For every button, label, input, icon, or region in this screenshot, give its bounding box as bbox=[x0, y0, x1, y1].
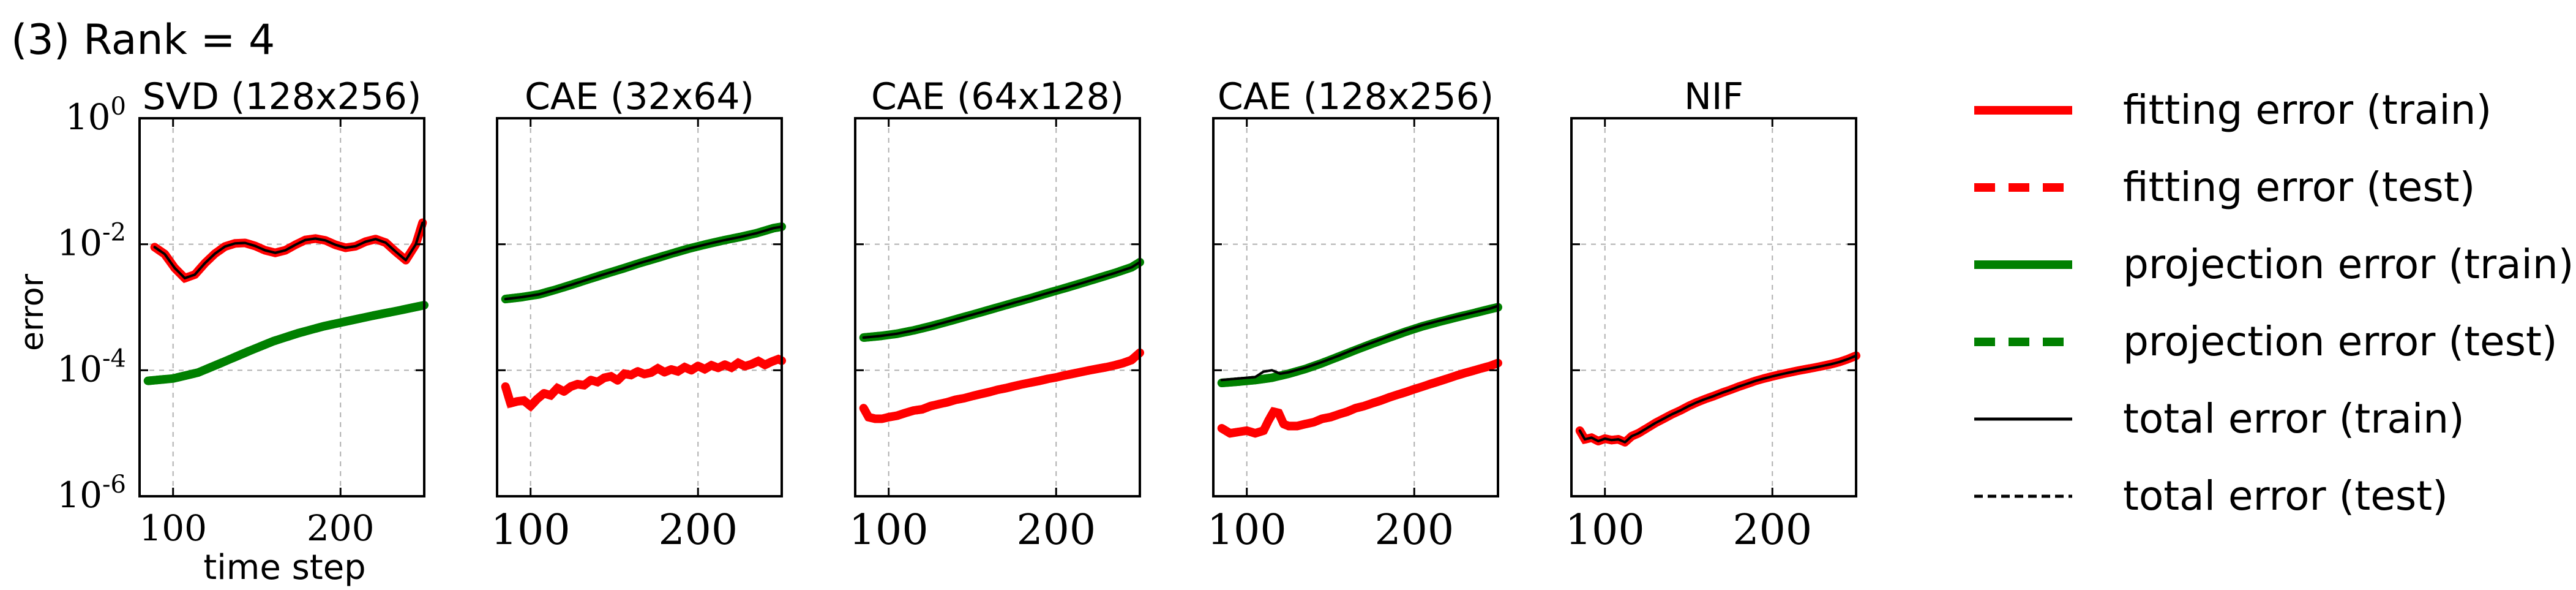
panels: SVD (128x256) 100 200 100 10-2 10-4 10-6 CAE (3… bbox=[57, 75, 1860, 554]
panel-frame bbox=[854, 117, 1141, 497]
series-total-test bbox=[863, 261, 1141, 339]
series-fit-test bbox=[859, 349, 1143, 423]
panel-frame bbox=[496, 117, 783, 497]
panel-title: CAE (128x256) bbox=[1218, 75, 1494, 118]
series-total-test bbox=[1221, 304, 1499, 382]
x-tick-label: 100 bbox=[491, 506, 571, 554]
y-tick-label: 10-6 bbox=[57, 471, 126, 516]
panel-frame bbox=[1570, 117, 1857, 497]
series-proj-test bbox=[863, 258, 1142, 342]
legend: fitting error (train) fitting error (test… bbox=[1974, 86, 2574, 520]
panel-frame bbox=[1212, 117, 1499, 497]
series-proj-test bbox=[148, 301, 425, 385]
panel-4: CAE (128x256) 100 200 bbox=[1207, 75, 1502, 554]
panel-1: SVD (128x256) 100 200 100 10-2 10-4 10-6 bbox=[57, 75, 429, 549]
series-fit-test bbox=[1219, 359, 1500, 438]
legend-label: fitting error (train) bbox=[2123, 86, 2492, 134]
x-tick-label: 100 bbox=[1207, 506, 1287, 554]
legend-label: projection error (train) bbox=[2123, 241, 2574, 288]
legend-label: total error (train) bbox=[2123, 395, 2465, 442]
series-fit-test bbox=[501, 354, 784, 412]
series-total-test bbox=[154, 222, 424, 280]
panel-title: CAE (64x128) bbox=[871, 75, 1124, 118]
panel-title: SVD (128x256) bbox=[143, 75, 422, 118]
x-tick-label: 200 bbox=[1732, 506, 1812, 554]
x-tick-label: 200 bbox=[658, 506, 738, 554]
y-tick-label: 100 bbox=[66, 93, 126, 138]
legend-label: total error (test) bbox=[2123, 472, 2448, 520]
panel-3: CAE (64x128) 100 200 bbox=[849, 75, 1144, 554]
x-tick-label: 200 bbox=[307, 507, 375, 549]
series-total-train bbox=[862, 260, 1141, 339]
x-tick-label: 200 bbox=[1374, 506, 1454, 554]
y-axis-label: error bbox=[14, 273, 51, 351]
panel-title: CAE (32x64) bbox=[525, 75, 754, 118]
series-total-test bbox=[505, 225, 782, 301]
y-tick-label: 10-2 bbox=[57, 219, 126, 264]
series-total-test bbox=[1578, 354, 1857, 444]
series-proj-train bbox=[859, 257, 1144, 342]
panel-title: NIF bbox=[1684, 75, 1743, 118]
legend-label: projection error (test) bbox=[2123, 318, 2558, 365]
x-tick-label: 100 bbox=[1565, 506, 1645, 554]
y-tick-label: 10-4 bbox=[57, 344, 126, 390]
legend-label: fitting error (test) bbox=[2123, 164, 2475, 211]
x-tick-label: 100 bbox=[139, 507, 207, 549]
panel-frame bbox=[138, 117, 425, 497]
panel-2: CAE (32x64) 100 200 bbox=[491, 75, 786, 554]
x-axis-label: time step bbox=[203, 548, 365, 588]
x-tick-label: 100 bbox=[849, 506, 929, 554]
x-tick-label: 200 bbox=[1016, 506, 1096, 554]
panel-5: NIF 100 200 bbox=[1565, 75, 1860, 554]
figure-title: (3) Rank = 4 bbox=[11, 16, 275, 64]
